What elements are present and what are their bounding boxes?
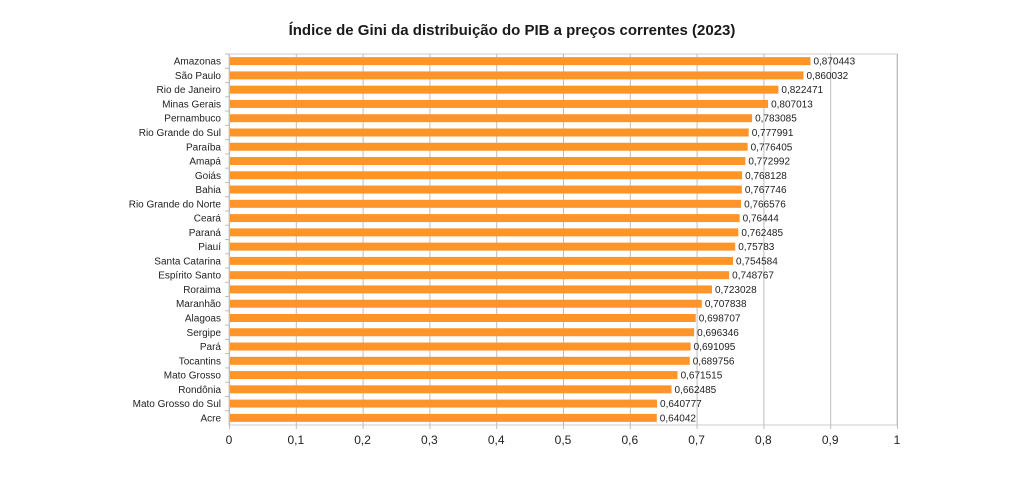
bar [230,199,742,208]
category-label: Bahia [195,185,221,196]
bar [230,71,804,80]
value-label: 0,762485 [741,228,783,239]
bar [230,114,753,123]
bar [230,371,678,380]
bar [230,313,696,322]
value-label: 0,754584 [736,256,778,267]
value-label: 0,723028 [715,285,757,296]
value-label: 0,767746 [745,185,787,196]
category-label: Piauí [198,242,221,253]
bar [230,356,690,365]
value-label: 0,691095 [694,342,736,353]
category-label: Pernambuco [164,114,221,125]
value-label: 0,696346 [697,328,739,339]
category-label: Paraíba [186,142,221,153]
x-tick-label: 1 [894,433,901,447]
bar [230,171,743,180]
bar [230,271,730,280]
bar [230,128,749,137]
x-tick-label: 0,3 [421,433,438,447]
category-label: Goiás [195,171,221,182]
value-label: 0,772992 [748,157,790,168]
x-tick-label: 0,9 [822,433,839,447]
value-label: 0,776405 [751,142,793,153]
value-label: 0,807013 [771,99,813,110]
category-label: Santa Catarina [154,256,221,267]
x-tick-label: 0 [226,433,233,447]
bar [230,342,691,351]
value-label: 0,76444 [743,214,780,225]
bar [230,157,746,166]
x-tick-label: 0,2 [354,433,371,447]
x-tick-label: 0,1 [287,433,304,447]
category-label: Mato Grosso [164,371,222,382]
bar [230,242,736,251]
value-label: 0,870443 [813,57,855,68]
value-label: 0,662485 [675,385,717,396]
value-label: 0,698707 [699,313,741,324]
bar [230,57,811,66]
category-label: Rondônia [178,385,221,396]
x-tick-label: 0,4 [488,433,505,447]
value-label: 0,707838 [705,299,747,310]
x-tick-label: 0,8 [755,433,772,447]
bar [230,328,695,337]
bar [230,413,657,422]
bar [230,385,672,394]
category-label: Alagoas [185,313,221,324]
value-label: 0,860032 [807,71,849,82]
category-label: Acre [200,413,221,424]
category-label: Amapá [189,157,221,168]
bar [230,256,734,265]
category-label: Minas Gerais [162,99,221,110]
value-label: 0,64042 [660,413,697,424]
category-label: Maranhão [176,299,221,310]
chart-title: Índice de Gini da distribuição do PIB a … [288,22,736,39]
category-label: Tocantins [179,356,221,367]
category-label: Roraima [183,285,221,296]
bar [230,214,740,223]
category-label: Rio de Janeiro [157,85,222,96]
category-label: Rio Grande do Norte [129,199,222,210]
category-label: Espírito Santo [158,271,221,282]
value-label: 0,822471 [781,85,823,96]
x-tick-label: 0,6 [621,433,638,447]
bar [230,299,702,308]
value-label: 0,748767 [732,271,774,282]
value-label: 0,689756 [693,356,735,367]
value-label: 0,640777 [660,399,702,410]
value-label: 0,766576 [744,199,786,210]
value-label: 0,768128 [745,171,787,182]
x-tick-label: 0,7 [688,433,705,447]
category-label: Amazonas [174,57,221,68]
value-label: 0,777991 [752,128,794,139]
bar [230,228,739,237]
category-label: Mato Grosso do Sul [133,399,221,410]
category-label: Sergipe [187,328,222,339]
bar [230,399,658,408]
category-label: Paraná [189,228,222,239]
category-label: Rio Grande do Sul [139,128,221,139]
bar [230,99,769,108]
bar [230,142,748,151]
category-label: Pará [200,342,222,353]
category-label: São Paulo [175,71,222,82]
bar [230,185,742,194]
value-label: 0,75783 [738,242,775,253]
value-label: 0,671515 [681,371,723,382]
value-label: 0,783085 [755,114,797,125]
category-label: Ceará [194,214,222,225]
x-tick-label: 0,5 [555,433,572,447]
bar [230,285,712,294]
bar [230,85,779,94]
